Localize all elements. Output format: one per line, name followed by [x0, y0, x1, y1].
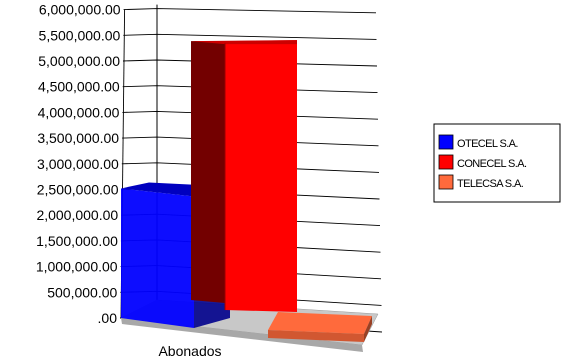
y-tick-label: 1,000,000.00	[36, 259, 118, 275]
legend-label-conecel: CONECEL S.A.	[457, 158, 527, 170]
y-tick-label: 5,000,000.00	[38, 53, 120, 69]
y-tick-label: 4,500,000.00	[38, 79, 120, 95]
y-tick-label: 6,000,000.00	[39, 2, 121, 18]
floor-edge	[121, 318, 363, 352]
gridline	[122, 136, 379, 147]
bar-otecel-front	[121, 188, 194, 328]
gridline	[123, 8, 377, 14]
y-tick-label: 1,500,000.00	[36, 233, 118, 249]
legend: OTECEL S.A. CONECEL S.A. TELECSA S.A.	[433, 123, 561, 203]
legend-swatch-otecel	[438, 134, 454, 150]
y-tick-label: 4,000,000.00	[38, 104, 120, 120]
bar-telecsa-front	[268, 330, 364, 342]
bar-conecel-top	[191, 40, 297, 45]
legend-swatch-telecsa	[438, 174, 454, 190]
legend-box	[433, 123, 561, 203]
gridline	[122, 110, 379, 120]
bar-telecsa-top	[268, 312, 372, 334]
y-tick-label: 2,500,000.00	[37, 182, 119, 198]
y-axis-tick-labels: .00 500,000.00 1,000,000.00 1,500,000.00 2,0…	[36, 2, 121, 326]
y-tick-label: 500,000.00	[47, 284, 117, 300]
gridline	[122, 59, 378, 67]
y-tick-label: 3,000,000.00	[37, 156, 119, 172]
legend-swatch-conecel	[438, 154, 454, 170]
category-label: Abonados	[158, 343, 221, 359]
bar-conecel-front	[225, 40, 297, 313]
y-tick-label: .00	[98, 310, 118, 326]
bar-telecsa-side	[364, 316, 372, 342]
y-tick-label: 5,500,000.00	[39, 27, 121, 43]
gridline	[122, 85, 378, 94]
gridline	[123, 33, 377, 40]
legend-label-telecsa: TELECSA S.A.	[457, 178, 524, 190]
y-tick-label: 3,500,000.00	[37, 130, 119, 146]
bars	[121, 40, 372, 342]
legend-label-otecel: OTECEL S.A.	[457, 138, 518, 150]
y-tick-label: 2,000,000.00	[36, 207, 118, 223]
bar-conecel-side	[191, 41, 225, 304]
gridline	[121, 162, 380, 173]
